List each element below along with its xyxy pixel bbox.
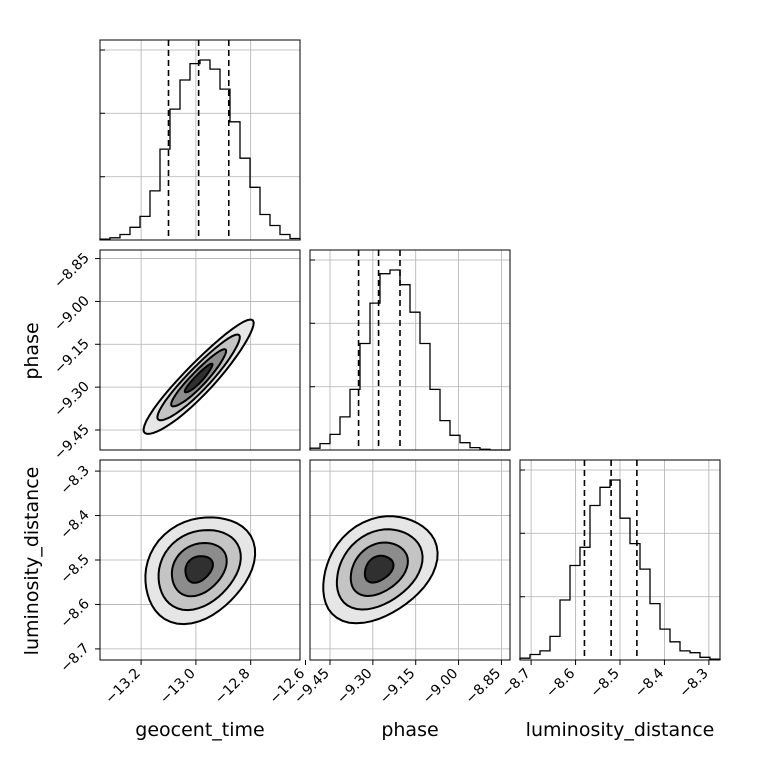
y-tick-label: −8.85 <box>51 250 93 292</box>
panel-background <box>100 40 300 240</box>
panel-phase-vs-luminosity_distance <box>309 459 511 661</box>
panel-frame <box>309 459 511 661</box>
contour-outer <box>142 318 255 435</box>
panel-geocent_time-vs-luminosity_distance <box>99 459 301 661</box>
histogram-step <box>99 59 301 240</box>
x-tick-label: −8.6 <box>543 665 578 700</box>
contour-core <box>363 554 395 584</box>
y-tick-label: −9.30 <box>51 379 93 421</box>
x-tick-label: −9.00 <box>420 666 462 708</box>
plot-panels: −13.2 −13.0 −12.8 −12.6−9.45 −9.30 −9.15 −9.00… <box>51 39 721 708</box>
contour-core <box>183 362 214 394</box>
histogram-step <box>309 269 510 451</box>
panel-frame <box>99 39 301 241</box>
contour-inner <box>349 541 409 598</box>
panel-frame <box>309 249 511 451</box>
contour-core <box>184 555 214 584</box>
histogram-geocent_time <box>99 39 301 241</box>
contour-mid <box>335 528 424 611</box>
contour-outer <box>144 516 257 626</box>
x-tick-label: −8.3 <box>676 666 711 701</box>
x-tick-label: −8.4 <box>632 665 667 700</box>
panel-frame <box>99 249 301 451</box>
contour-inner <box>170 348 228 408</box>
panel-geocent_time-vs-phase <box>99 249 301 451</box>
y-tick-label: −8.3 <box>57 463 92 498</box>
contour-outer <box>322 515 439 625</box>
x-tick-label: −8.5 <box>587 666 622 701</box>
y-tick-label: −9.45 <box>51 422 93 464</box>
y-tick-label: −8.7 <box>57 640 92 675</box>
contour-inner <box>170 541 228 598</box>
y-tick-label: −8.4 <box>57 507 92 542</box>
y-axis-label-phase: phase <box>21 322 43 379</box>
contour-mid <box>156 333 241 422</box>
panel-background <box>100 250 300 450</box>
x-tick-label: −8.7 <box>499 666 534 701</box>
contour-mid <box>157 529 242 612</box>
x-tick-label: −8.85 <box>463 665 505 707</box>
x-tick-label: −9.30 <box>334 666 376 708</box>
y-tick-label: −8.6 <box>58 596 93 631</box>
x-tick-label: −13.0 <box>157 666 199 708</box>
y-axis-label-luminosity-distance: luminosity_distance <box>21 467 43 656</box>
x-tick-label: −9.15 <box>377 666 419 708</box>
histogram-phase <box>309 249 511 451</box>
histogram-luminosity_distance <box>519 459 721 661</box>
y-tick-label: −9.15 <box>51 336 93 378</box>
x-axis-label-geocent-time: geocent_time <box>135 719 264 741</box>
x-tick-label: −13.2 <box>102 666 144 708</box>
x-tick-label: −12.8 <box>212 666 254 708</box>
x-axis-label-phase: phase <box>381 719 438 741</box>
y-tick-label: −8.5 <box>57 552 92 587</box>
histogram-step <box>519 479 721 660</box>
density-fill-core <box>184 363 213 393</box>
y-tick-label: −9.00 <box>51 293 93 335</box>
x-axis-label-luminosity-distance: luminosity_distance <box>526 719 715 741</box>
